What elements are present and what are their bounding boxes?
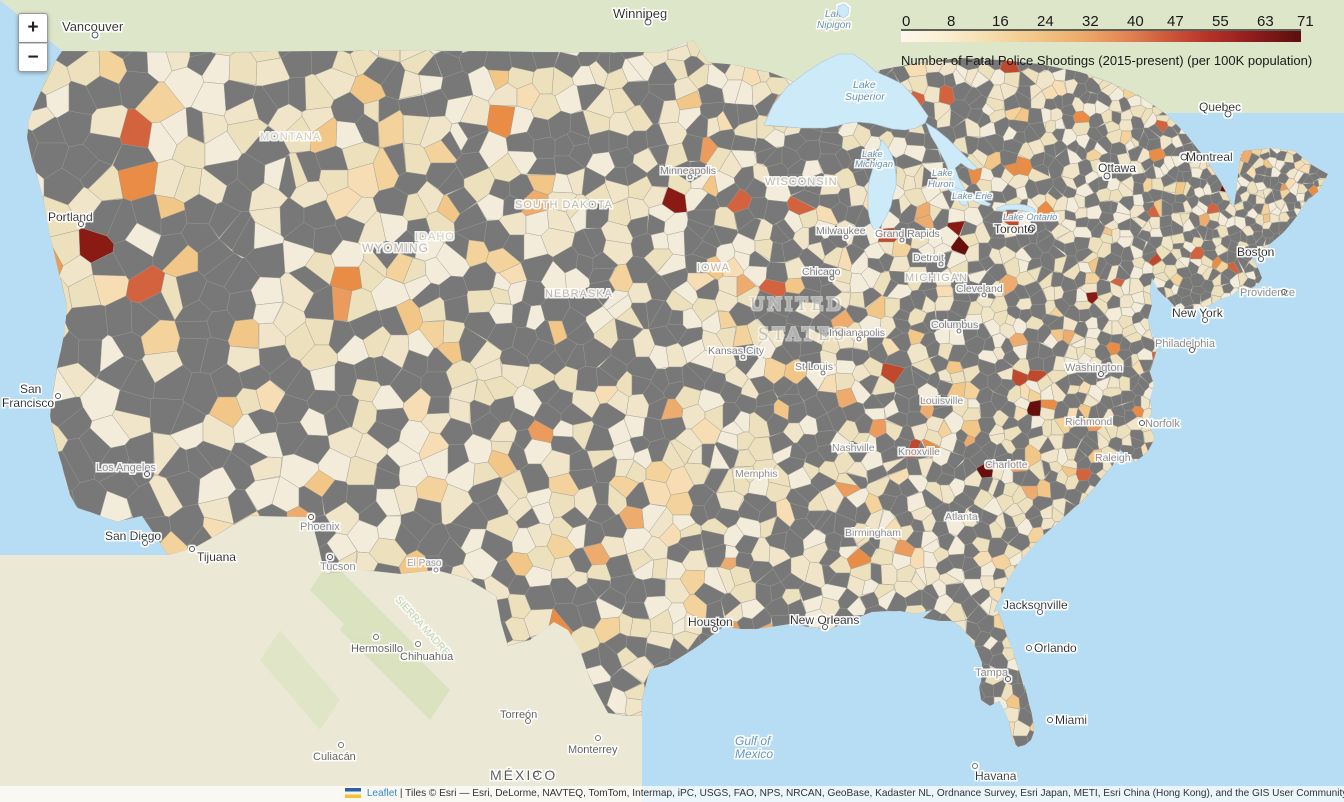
svg-text:0: 0 <box>902 13 910 30</box>
svg-text:55: 55 <box>1212 13 1229 30</box>
svg-text:24: 24 <box>1037 13 1054 30</box>
svg-text:40: 40 <box>1127 13 1144 30</box>
svg-text:71: 71 <box>1297 13 1314 30</box>
svg-text:47: 47 <box>1167 13 1184 30</box>
svg-text:16: 16 <box>992 13 1009 30</box>
svg-text:8: 8 <box>947 13 955 30</box>
svg-text:63: 63 <box>1257 13 1274 30</box>
svg-text:32: 32 <box>1082 13 1099 30</box>
